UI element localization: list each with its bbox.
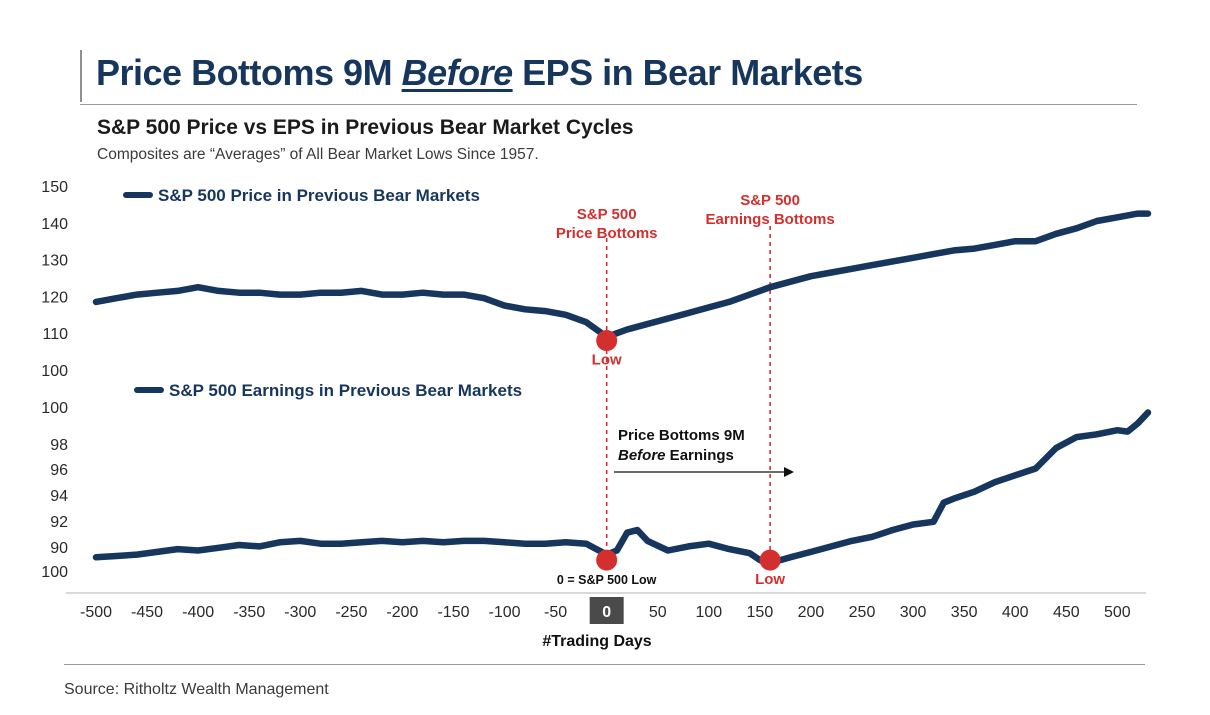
- earnings-series-line: [92, 409, 1152, 567]
- series-layer: [92, 210, 1152, 567]
- lead-annotation: Before Earnings: [618, 447, 734, 464]
- legend-label: S&P 500 Price in Previous Bear Markets: [158, 186, 480, 205]
- marker-layer: Low 0 = S&P 500 Low Low: [557, 330, 785, 588]
- eps-y-axis: 100 90 92 94 96 98 100: [41, 400, 68, 581]
- x-tick-label: 150: [747, 604, 774, 621]
- x-tick-label: 250: [849, 604, 876, 621]
- x-tick-label: -200: [386, 604, 418, 621]
- price-y-tick-label: 120: [41, 289, 68, 306]
- x-tick-label: 450: [1053, 604, 1080, 621]
- chart-note: Composites are “Averages” of All Bear Ma…: [97, 146, 539, 163]
- x-tick-label: -250: [335, 604, 367, 621]
- eps-y-tick-label: 98: [50, 437, 68, 454]
- lead-arrow-head: [784, 467, 794, 477]
- low-marker: [759, 549, 781, 571]
- x-tick-label: 350: [951, 604, 978, 621]
- low-marker: [596, 549, 618, 571]
- x-tick-label: -500: [80, 604, 112, 621]
- price-y-axis: 100 110 120 130 140 150: [41, 179, 68, 380]
- x-tick-label: -350: [233, 604, 265, 621]
- x-axis: -500 -450 -400 -350 -300 -250 -200 -150 -100 -50 0…: [66, 592, 1146, 624]
- earnings-bottoms-annotation: S&P 500: [740, 192, 800, 209]
- x-tick-label: -100: [489, 604, 521, 621]
- x-tick-label: 500: [1104, 604, 1131, 621]
- x-tick-label: 400: [1002, 604, 1029, 621]
- legend: S&P 500 Price in Previous Bear Markets S&…: [123, 186, 522, 400]
- chart-subtitle: S&P 500 Price vs EPS in Previous Bear Ma…: [97, 116, 634, 139]
- eps-y-tick-label: 100: [41, 400, 68, 417]
- title-accent-rule: [80, 50, 82, 102]
- x-axis-label: #Trading Days: [542, 633, 651, 650]
- price-y-tick-label: 110: [42, 326, 68, 343]
- x-tick-label: 100: [695, 604, 722, 621]
- legend-label: S&P 500 Earnings in Previous Bear Market…: [169, 381, 522, 400]
- marker-label: Low: [755, 571, 785, 588]
- x-tick-label: -400: [182, 604, 214, 621]
- x-tick-label: 200: [798, 604, 825, 621]
- source-note: Source: Ritholtz Wealth Management: [64, 681, 329, 698]
- zero-tick-highlight: [589, 597, 624, 624]
- x-tick-label: -50: [544, 604, 567, 621]
- price-y-tick-label: 140: [41, 216, 68, 233]
- eps-y-tick-label: 96: [50, 462, 68, 479]
- page-title: Price Bottoms 9M Before EPS in Bear Mark…: [96, 52, 863, 94]
- x-tick-label: -300: [284, 604, 316, 621]
- price-y-tick-label: 150: [41, 179, 68, 196]
- vertical-guides: [605, 226, 771, 558]
- eps-y-tick-label: 94: [50, 488, 68, 505]
- price-series-line: [92, 210, 1152, 341]
- title-part-1: Price Bottoms 9M: [96, 52, 402, 93]
- earnings-bottoms-annotation: Earnings Bottoms: [706, 211, 835, 228]
- x-tick-label: 50: [649, 604, 667, 621]
- eps-y-tick-label: 100: [41, 564, 68, 581]
- title-part-2: EPS in Bear Markets: [512, 52, 863, 93]
- x-tick-label: 0: [602, 604, 611, 621]
- header-divider: [80, 104, 1137, 105]
- eps-y-tick-label: 90: [50, 540, 68, 557]
- lead-annotation: Price Bottoms 9M: [618, 427, 745, 444]
- eps-y-tick-label: 92: [50, 514, 68, 531]
- price-y-tick-label: 100: [41, 363, 68, 380]
- price-bottoms-annotation: S&P 500: [577, 206, 637, 223]
- footer-divider: [64, 664, 1145, 665]
- marker-label: 0 = S&P 500 Low: [557, 573, 657, 587]
- x-tick-label: -150: [437, 604, 469, 621]
- x-tick-label: -450: [131, 604, 163, 621]
- price-y-tick-label: 130: [41, 253, 68, 270]
- marker-label: Low: [592, 352, 622, 369]
- annotations: S&P 500 Price Bottoms S&P 500 Earnings Bott…: [556, 192, 835, 477]
- price-bottoms-annotation: Price Bottoms: [556, 225, 658, 242]
- title-emphasis: Before: [401, 52, 514, 93]
- x-tick-label: 300: [900, 604, 927, 621]
- low-marker: [596, 330, 618, 352]
